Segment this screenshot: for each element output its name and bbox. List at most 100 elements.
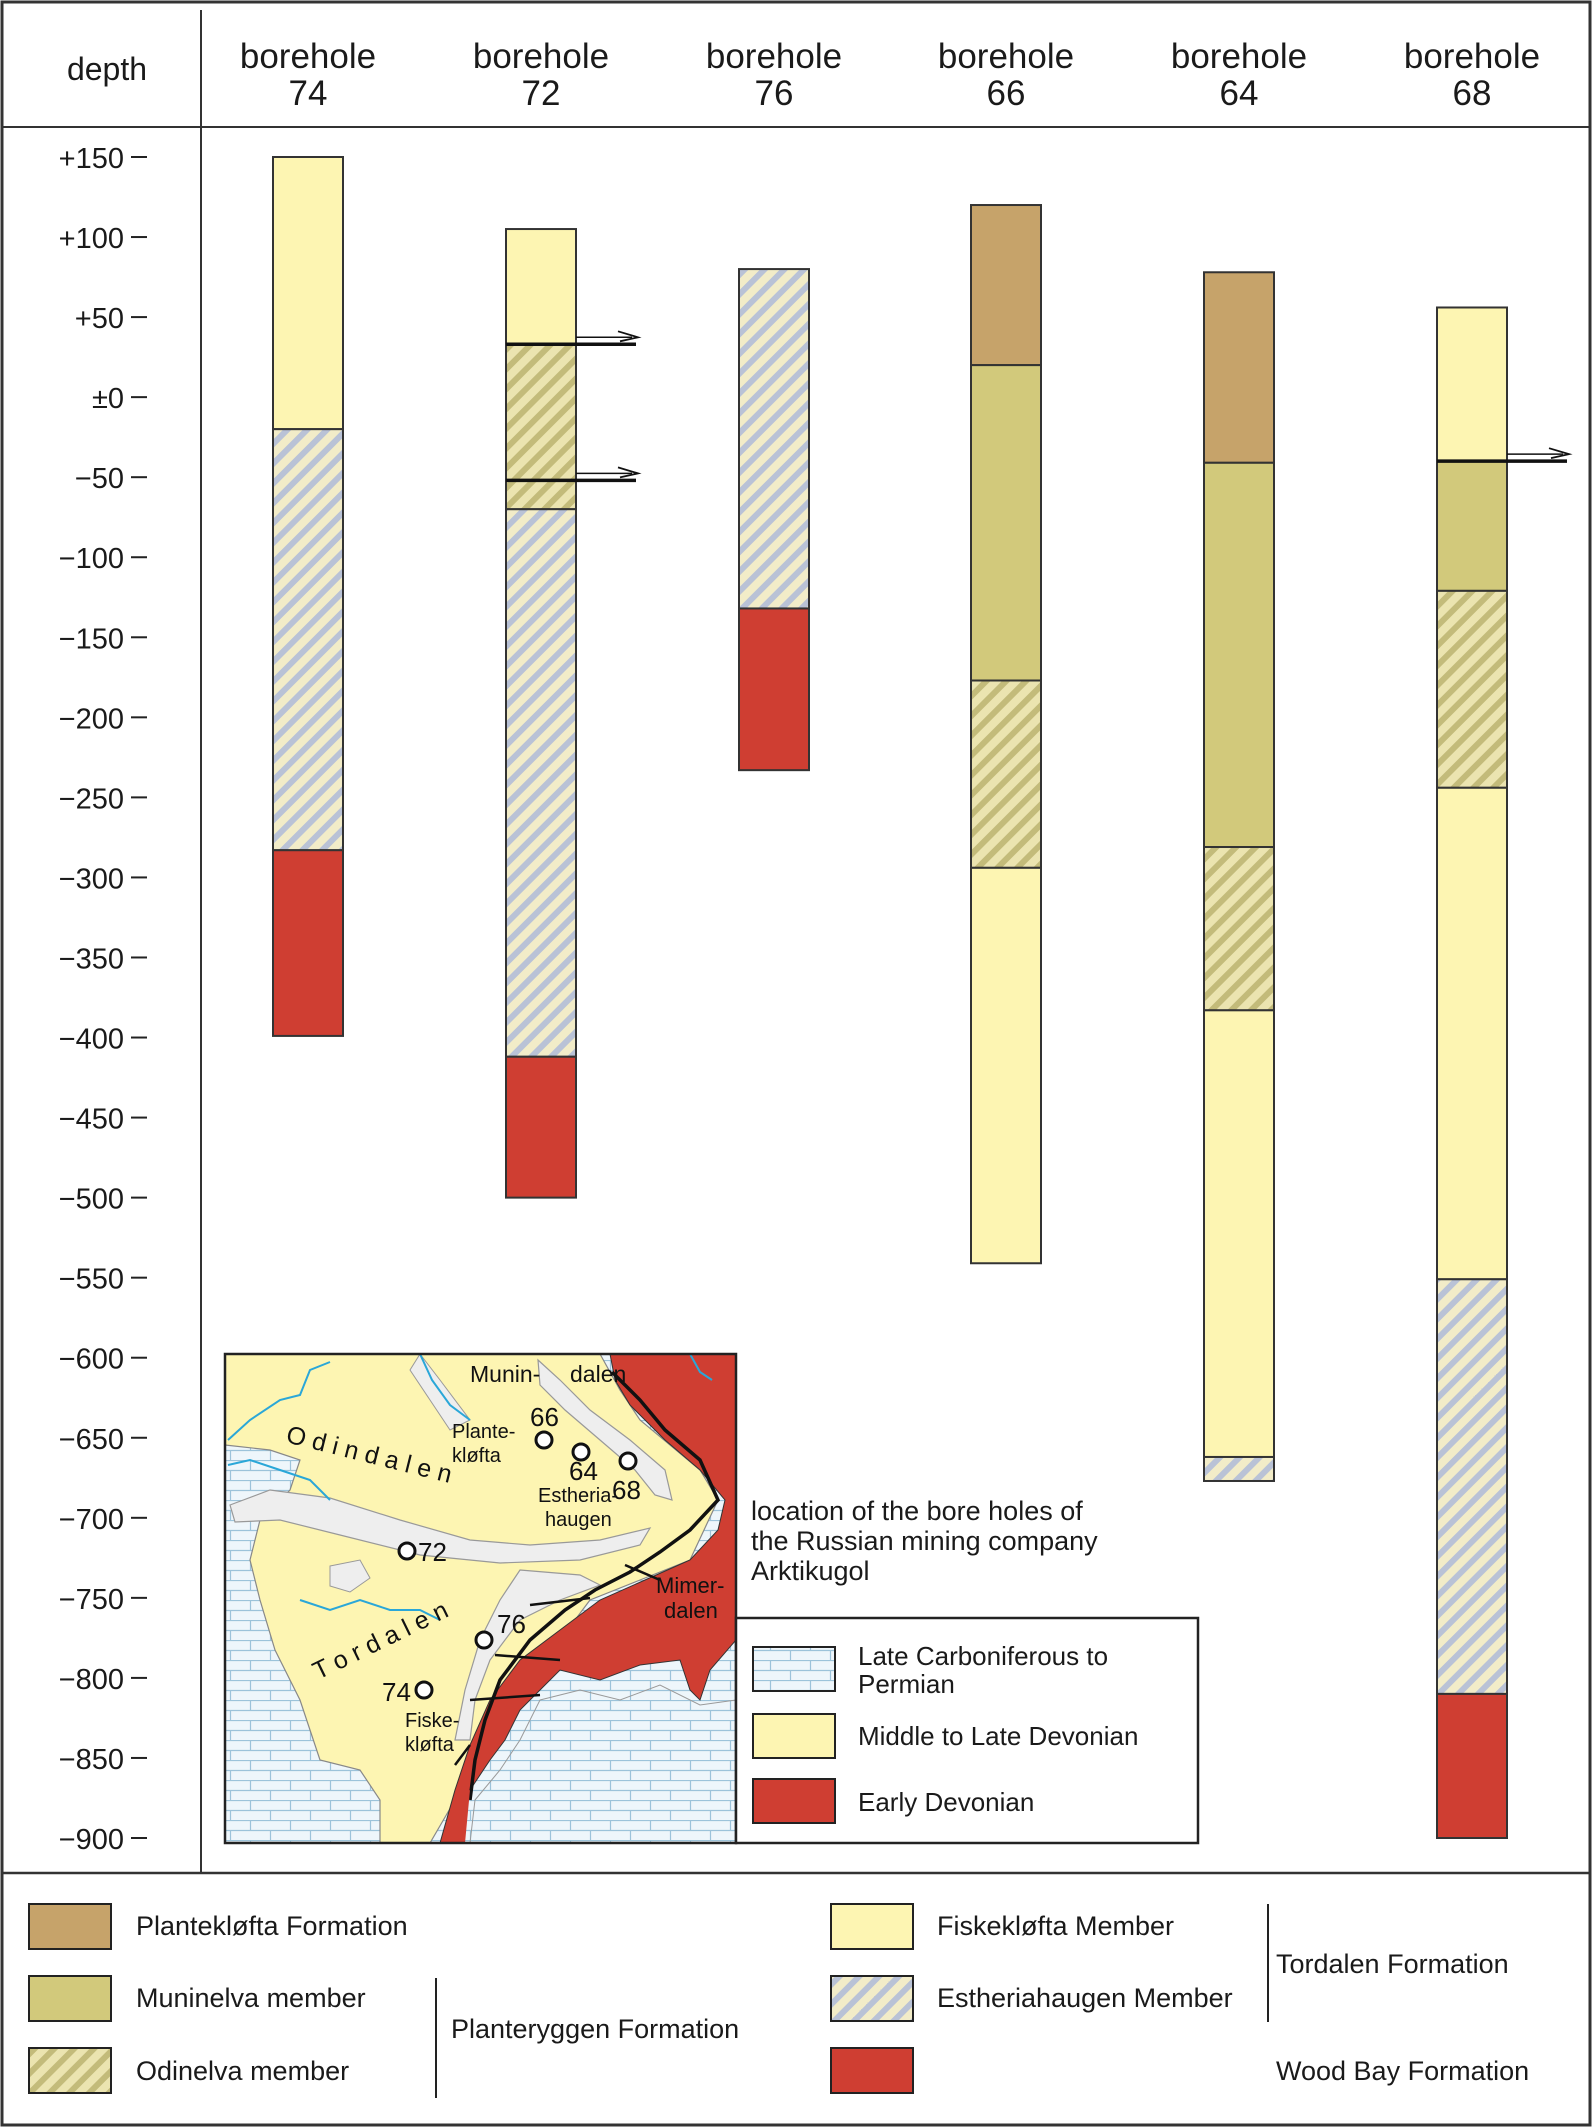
map-caption: location of the bore holes of the Russia…	[751, 1496, 1098, 1586]
depth-tick-label: +50	[75, 303, 124, 335]
map-red-bottom	[445, 1790, 470, 1843]
borehole-74-header-id: 74	[289, 74, 328, 113]
map-site-74-label: 74	[382, 1677, 411, 1707]
map-site-68-label: 68	[612, 1475, 641, 1505]
label-klofta: kløfta	[452, 1445, 502, 1467]
borehole-68-segment-estheriahaugen	[1436, 1278, 1508, 1695]
borehole-74-segment-estheriahaugen	[272, 428, 344, 852]
map-site-66-marker	[534, 1430, 554, 1450]
borehole-64-segment-planteklofta	[1203, 271, 1275, 464]
borehole-64-header-id: 64	[1220, 74, 1259, 113]
legend-odinelva: Odinelva member	[136, 2056, 349, 2086]
depth-tick-label: −200	[59, 703, 124, 735]
legend-tordalen: Tordalen Formation	[1276, 1949, 1509, 1979]
map-valley-floor-munindalen	[537, 1358, 673, 1501]
borehole-64-column	[1203, 271, 1275, 1482]
borehole-72-fault-marker	[506, 330, 642, 347]
borehole-64-segment-muninelva	[1203, 461, 1275, 849]
borehole-68-fault-marker	[1437, 447, 1573, 463]
borehole-64-segment-fiskeklofta	[1203, 1009, 1275, 1458]
legend-estheriahaugen: Estheriahaugen Member	[937, 1983, 1233, 2013]
bottom-legend: Plantekløfta Formation Muninelva member …	[28, 1903, 1529, 2098]
depth-tick-label: −100	[59, 543, 124, 575]
label-fiske: Fiske-	[405, 1710, 459, 1732]
depth-tick-label: −500	[59, 1184, 124, 1216]
borehole-74-header-word: borehole	[240, 37, 376, 76]
label-plante: Plante-	[452, 1421, 515, 1443]
borehole-68-segment-fiskeklofta	[1436, 306, 1508, 463]
map-borehole-sites: 66 64 68 72 76 74	[382, 1402, 641, 1707]
depth-tick-label: −900	[59, 1824, 124, 1856]
depth-tick-label: −350	[59, 943, 124, 975]
borehole-68-segment-wood_bay	[1436, 1692, 1508, 1840]
legend-swatch-odinelva	[28, 2047, 112, 2094]
borehole-76-header-word: borehole	[706, 37, 842, 76]
legend-fiskeklofta: Fiskekløfta Member	[937, 1911, 1174, 1941]
depth-tick-label: ±0	[92, 383, 124, 415]
borehole-68-header-word: borehole	[1404, 37, 1540, 76]
legend-swatch-planteklofta	[28, 1903, 112, 1950]
legend-swatch-estheriahaugen	[830, 1975, 914, 2022]
borehole-66-header-word: borehole	[938, 37, 1074, 76]
map-legend-early-devonian: Early Devonian	[858, 1787, 1034, 1817]
legend-swatch-fiskeklofta	[830, 1903, 914, 1950]
map-valley-floor-odindalen	[229, 1489, 652, 1564]
location-map: Munin- dalen Plante- kløfta Estheria- ha…	[223, 1352, 738, 1845]
depth-tick-label: −150	[59, 623, 124, 655]
map-caption-line-2: the Russian mining company	[751, 1526, 1098, 1556]
map-site-64-label: 64	[569, 1456, 598, 1486]
depth-tick-label: −650	[59, 1424, 124, 1456]
label-fiske-klofta: kløfta	[405, 1734, 455, 1756]
borehole-74-segment-wood_bay	[272, 849, 344, 1037]
map-site-64-marker	[571, 1442, 591, 1462]
legend-planteryggen: Planteryggen Formation	[451, 2014, 739, 2044]
legend-muninelva: Muninelva member	[136, 1983, 366, 2013]
depth-tick-label: −50	[75, 463, 124, 495]
borehole-74-column	[272, 156, 344, 1037]
borehole-72-header-id: 72	[522, 74, 561, 113]
map-legend: Late Carboniferous to Permian Middle to …	[734, 1616, 1200, 1845]
map-legend-middle-devonian: Middle to Late Devonian	[858, 1721, 1138, 1751]
label-dalen: dalen	[570, 1361, 626, 1387]
map-site-76-label: 76	[497, 1609, 526, 1639]
borehole-72-segment-estheriahaugen	[505, 508, 577, 1058]
borehole-66-header-id: 66	[987, 74, 1026, 113]
depth-tick-label: +100	[59, 223, 124, 255]
borehole-66-segment-fiskeklofta	[970, 866, 1042, 1265]
map-legend-carboniferous-line-1: Late Carboniferous to	[858, 1641, 1108, 1671]
depth-tick-label: −700	[59, 1504, 124, 1536]
depth-tick-label: −550	[59, 1264, 124, 1296]
map-fault-ticks	[454, 1563, 661, 1766]
map-early-devonian-area	[439, 1354, 736, 1843]
depth-tick-label: +150	[59, 143, 124, 175]
borehole-68-column	[1436, 306, 1573, 1840]
map-site-66-label: 66	[530, 1402, 559, 1432]
map-site-76-marker	[474, 1630, 494, 1650]
borehole-68-header-id: 68	[1453, 74, 1492, 113]
label-mimer: Mimer-	[656, 1573, 724, 1598]
label-munin: Munin-	[470, 1361, 540, 1387]
borehole-68-segment-muninelva	[1436, 460, 1508, 592]
map-legend-swatch-carboniferous	[752, 1646, 836, 1692]
borehole-76-segment-wood_bay	[738, 607, 810, 772]
borehole-68-segment-fiskeklofta	[1436, 786, 1508, 1281]
map-caption-line-3: Arktikugol	[751, 1556, 870, 1586]
label-estheria: Estheria-	[538, 1485, 618, 1507]
map-fault-main	[468, 1370, 721, 1801]
borehole-72-segment-odinelva	[505, 343, 577, 511]
borehole-76-header-id: 76	[755, 74, 794, 113]
map-limestone-lower	[469, 1684, 736, 1843]
map-legend-swatch-middle-devonian	[752, 1713, 836, 1759]
map-frame	[223, 1352, 738, 1845]
legend-planteklofta: Plantekløfta Formation	[136, 1911, 408, 1941]
depth-tick-label: −250	[59, 783, 124, 815]
borehole-64-segment-odinelva	[1203, 846, 1275, 1012]
depth-tick-label: −400	[59, 1024, 124, 1056]
depth-tick-label: −850	[59, 1744, 124, 1776]
borehole-66-segment-muninelva	[970, 364, 1042, 682]
borehole-headers: borehole74borehole72borehole76borehole66…	[240, 37, 1540, 113]
borehole-66-column	[970, 204, 1042, 1265]
borehole-64-segment-estheriahaugen	[1203, 1455, 1275, 1482]
